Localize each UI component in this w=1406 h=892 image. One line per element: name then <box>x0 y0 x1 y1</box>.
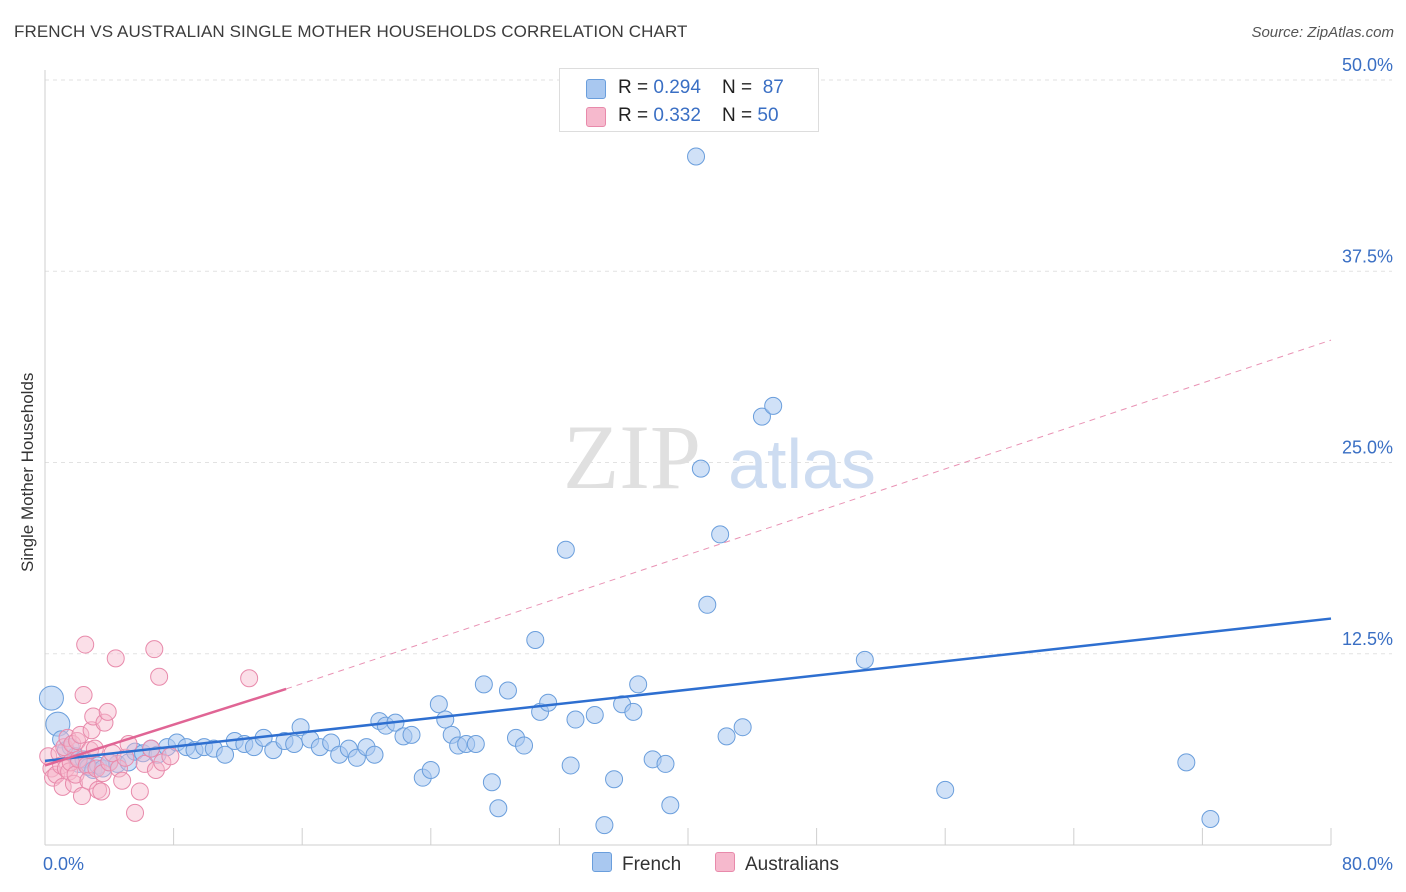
point-australians <box>84 707 103 726</box>
point-australians <box>130 782 149 801</box>
point-french <box>656 754 675 773</box>
point-australians <box>74 686 93 705</box>
point-french <box>1201 809 1220 828</box>
bottom-legend-label-australians: Australians <box>745 854 839 875</box>
point-french <box>717 727 736 746</box>
point-french <box>482 773 501 792</box>
tick-labels: 12.5% 25.0% 37.5% 50.0% 0.0% 80.0% <box>43 55 1393 874</box>
point-australians <box>95 713 114 732</box>
trend-lines <box>44 339 1332 767</box>
y-tick-label: 50.0% <box>1342 55 1393 75</box>
point-australians <box>113 771 132 790</box>
point-australians <box>98 702 117 721</box>
point-australians <box>106 649 125 668</box>
point-french <box>629 675 648 694</box>
data-points <box>38 147 1220 835</box>
legend-r-label: R = <box>618 77 654 98</box>
point-australians <box>240 669 259 688</box>
legend-n-value: 87 <box>762 77 784 98</box>
point-french <box>436 710 455 729</box>
point-australians <box>146 761 165 780</box>
point-french <box>605 770 624 789</box>
point-french <box>466 735 485 754</box>
point-australians <box>126 803 145 822</box>
point-french <box>556 540 575 559</box>
point-australians <box>135 754 154 773</box>
y-tick-label: 25.0% <box>1342 438 1393 458</box>
y-tick-label: 12.5% <box>1342 629 1393 649</box>
point-french <box>752 407 771 426</box>
point-french <box>661 796 680 815</box>
legend-r-value: 0.332 <box>653 105 701 126</box>
point-french <box>489 799 508 818</box>
point-australians <box>53 777 72 796</box>
point-french <box>566 710 585 729</box>
watermark-zip: ZIP <box>563 406 701 508</box>
point-australians <box>89 780 108 799</box>
watermark-atlas: atlas <box>728 425 876 503</box>
trend-line-australians <box>44 687 287 767</box>
bottom-swatch-australians <box>715 852 735 872</box>
x-tick-label: 80.0% <box>1342 854 1393 874</box>
legend-n-value: 50 <box>757 105 779 126</box>
point-french <box>526 630 545 649</box>
watermark: ZIP atlas <box>563 406 876 508</box>
point-australians <box>92 782 111 801</box>
legend-r-value: 0.294 <box>653 77 701 98</box>
point-french <box>585 705 604 724</box>
x-tick-label: 0.0% <box>43 854 84 874</box>
point-french <box>711 525 730 544</box>
point-french <box>38 685 64 711</box>
point-french <box>216 745 235 764</box>
point-french <box>595 816 614 835</box>
point-australians <box>150 667 169 686</box>
legend-r-label: R = <box>618 105 654 126</box>
chart-title: FRENCH VS AUSTRALIAN SINGLE MOTHER HOUSE… <box>14 22 688 41</box>
legend-swatch-french <box>586 79 606 99</box>
point-australians <box>145 640 164 659</box>
point-australians <box>71 725 90 744</box>
trend-line-french <box>44 617 1332 763</box>
y-axis-label: Single Mother Households <box>18 372 37 572</box>
point-french <box>624 702 643 721</box>
axes <box>44 70 1332 846</box>
point-french <box>498 681 517 700</box>
point-french <box>936 780 955 799</box>
grid-lines <box>45 79 1392 655</box>
point-australians <box>72 787 91 806</box>
point-french <box>691 459 710 478</box>
point-french <box>421 761 440 780</box>
bottom-swatch-french <box>592 852 612 872</box>
point-french <box>402 725 421 744</box>
point-french <box>733 718 752 737</box>
point-french <box>285 735 304 754</box>
legend: R = 0.294 N = 87 R = 0.332 N = 50 <box>559 68 819 132</box>
point-french <box>1177 753 1196 772</box>
point-french <box>764 396 783 415</box>
source-label: Source: ZipAtlas.com <box>1251 24 1394 41</box>
point-french <box>561 756 580 775</box>
point-french <box>429 695 448 714</box>
point-australians <box>76 635 95 654</box>
point-french <box>539 693 558 712</box>
y-tick-label: 37.5% <box>1342 246 1393 266</box>
bottom-legend-french: French <box>592 852 681 876</box>
legend-text-australians: R = 0.332 N = 50 <box>618 105 779 127</box>
legend-text-french: R = 0.294 N = 87 <box>618 77 784 99</box>
point-french <box>855 650 874 669</box>
legend-swatch-australians <box>586 107 606 127</box>
trend-line-australians-extended <box>285 339 1332 690</box>
point-french <box>687 147 706 166</box>
bottom-legend-australians: Australians <box>715 852 839 876</box>
legend-n-label: N = <box>722 105 758 126</box>
point-french <box>515 736 534 755</box>
point-french <box>474 675 493 694</box>
point-french <box>365 745 384 764</box>
point-french <box>698 595 717 614</box>
point-australians <box>161 747 180 766</box>
bottom-legend-label-french: French <box>622 854 682 875</box>
legend-n-label: N = <box>722 77 758 98</box>
